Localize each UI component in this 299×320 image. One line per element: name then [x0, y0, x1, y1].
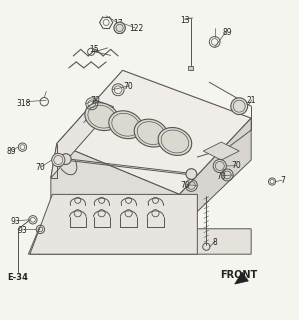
FancyBboxPatch shape — [188, 66, 193, 70]
Text: FRONT: FRONT — [221, 270, 258, 280]
Ellipse shape — [158, 127, 192, 156]
Text: 70: 70 — [231, 162, 241, 171]
Text: 70: 70 — [91, 96, 100, 105]
Text: 13: 13 — [181, 16, 190, 25]
Circle shape — [186, 169, 197, 180]
Text: E-34: E-34 — [7, 273, 28, 282]
Polygon shape — [179, 118, 251, 229]
Text: 7: 7 — [280, 176, 285, 185]
Circle shape — [231, 98, 248, 115]
Circle shape — [114, 22, 125, 34]
Polygon shape — [203, 142, 239, 160]
Text: 89: 89 — [7, 147, 16, 156]
Text: 70: 70 — [216, 172, 226, 181]
Text: 93: 93 — [11, 217, 21, 226]
Text: 21: 21 — [246, 96, 256, 105]
Text: 318: 318 — [17, 99, 31, 108]
Polygon shape — [30, 194, 197, 254]
Text: 15: 15 — [89, 45, 99, 54]
Text: 70: 70 — [124, 82, 133, 91]
Circle shape — [60, 154, 71, 164]
Ellipse shape — [85, 103, 118, 131]
Polygon shape — [28, 229, 251, 254]
Text: 89: 89 — [222, 28, 232, 37]
Text: 70: 70 — [36, 163, 45, 172]
Text: 8: 8 — [213, 238, 218, 247]
Text: 93: 93 — [18, 226, 27, 235]
Polygon shape — [51, 100, 114, 178]
Text: 70: 70 — [181, 181, 190, 190]
Polygon shape — [51, 144, 179, 229]
Ellipse shape — [134, 119, 168, 147]
Circle shape — [52, 153, 65, 167]
Text: 17: 17 — [113, 19, 123, 28]
Ellipse shape — [109, 111, 142, 139]
Polygon shape — [57, 70, 251, 194]
Polygon shape — [235, 272, 248, 284]
Text: 122: 122 — [129, 24, 143, 33]
